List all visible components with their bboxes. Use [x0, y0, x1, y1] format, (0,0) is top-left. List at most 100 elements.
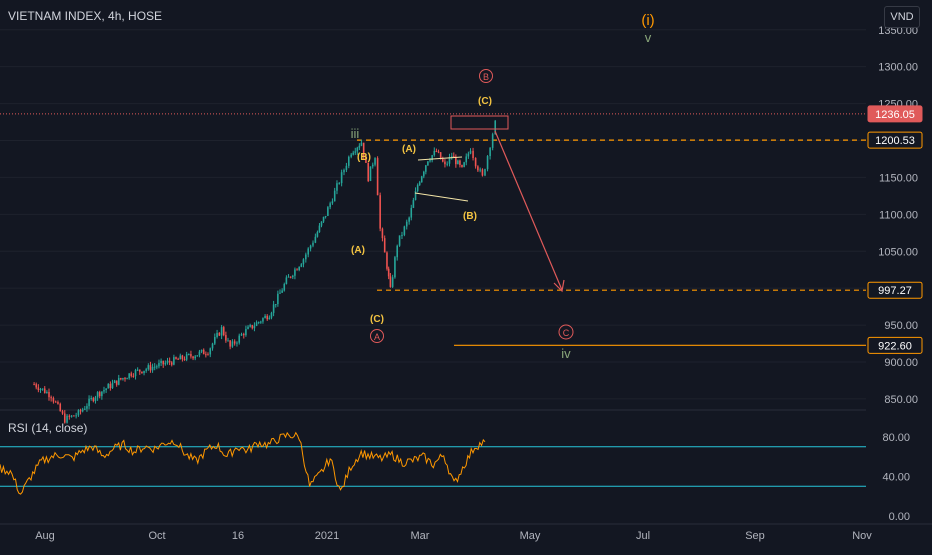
candle-body	[126, 378, 128, 380]
price-tag	[867, 281, 923, 299]
price-tick-label: 950.00	[884, 320, 918, 332]
candle-body	[229, 340, 231, 347]
candle-body	[264, 315, 266, 319]
candle-body	[138, 369, 141, 372]
wave-drawings	[414, 115, 565, 293]
projection-arrow[interactable]	[494, 130, 563, 291]
candle-body	[486, 156, 489, 170]
candle-body	[320, 221, 323, 226]
candle-body	[86, 406, 88, 409]
candle-body	[491, 134, 494, 148]
candle-body	[179, 355, 182, 360]
candle-body	[231, 341, 234, 347]
candle-body	[316, 232, 319, 237]
price-tags: 1236.05 1200.53 997.27 922.60	[867, 105, 923, 354]
candle-body	[386, 252, 388, 269]
candle-body	[457, 160, 459, 165]
candle-body	[213, 337, 216, 344]
price-axis[interactable]	[866, 0, 932, 550]
candle-body	[245, 329, 247, 336]
candle-body	[494, 120, 497, 135]
candle-body	[37, 387, 40, 391]
price-tag-label: 997.27	[878, 285, 912, 297]
candle-body	[257, 321, 260, 323]
candle-body	[356, 147, 359, 152]
candle-body	[427, 161, 429, 166]
candle-body	[190, 354, 192, 357]
candle-body	[90, 398, 93, 400]
candle-body	[414, 190, 417, 201]
candle-body	[291, 275, 294, 278]
candle-body	[394, 257, 396, 278]
candle-body	[168, 360, 171, 363]
candle-body	[249, 324, 251, 327]
rsi-indicator-label[interactable]: RSI (14, close)	[8, 421, 88, 435]
candle-body	[96, 392, 99, 398]
candle-body	[136, 369, 139, 371]
candle-body	[192, 356, 194, 359]
triangle-upper-line[interactable]	[417, 156, 463, 161]
circle-a-marker	[370, 329, 384, 343]
price-tag	[867, 131, 923, 149]
candle-body	[410, 207, 413, 218]
candle-body	[429, 160, 431, 162]
candle-body	[162, 360, 165, 365]
candle-body	[216, 332, 218, 338]
candle-body	[61, 411, 64, 414]
time-tick-label: 2021	[315, 530, 339, 542]
candle-body	[294, 269, 296, 276]
triangle-lower-line[interactable]	[414, 192, 469, 202]
candle-body	[205, 354, 207, 356]
candle-body	[307, 248, 310, 255]
target-box[interactable]	[450, 115, 509, 130]
candle-body	[360, 142, 363, 146]
candle-body	[387, 268, 390, 277]
candle-body	[247, 326, 249, 330]
candle-body	[94, 397, 97, 402]
candle-body	[166, 360, 169, 363]
candle-body	[309, 245, 312, 249]
candle-body	[236, 342, 238, 344]
candle-body	[185, 354, 188, 360]
candle-body	[92, 398, 95, 402]
candle-body	[73, 415, 75, 417]
candle-body	[401, 234, 403, 236]
candle-body	[173, 357, 175, 365]
candle-body	[115, 380, 118, 385]
candle-body	[369, 166, 372, 181]
candle-body	[160, 360, 162, 363]
label-b-left: (B)	[357, 152, 371, 163]
circle-c-marker	[558, 324, 574, 340]
candle-body	[88, 398, 90, 407]
currency-button[interactable]: VND	[884, 6, 920, 28]
circle-b-label: B	[483, 72, 489, 82]
candle-body	[314, 236, 317, 243]
candle-body	[79, 410, 82, 412]
price-tag-label: 922.60	[878, 340, 912, 352]
candle-body	[57, 402, 59, 404]
candle-body	[302, 259, 305, 265]
candle-body	[459, 160, 461, 165]
candle-body	[147, 365, 150, 370]
candle-body	[352, 152, 355, 155]
time-axis-ticks: Aug Oct 16 2021 Mar May Jul Sep Nov	[35, 530, 872, 542]
rsi-line	[0, 431, 486, 495]
candle-body	[266, 315, 269, 320]
time-tick-label: Sep	[745, 530, 765, 542]
candle-body	[481, 169, 484, 176]
candle-body	[331, 201, 334, 204]
rsi-tick-label: 80.00	[882, 432, 910, 444]
candle-body	[287, 276, 290, 278]
candle-body	[358, 145, 361, 148]
rsi-pane[interactable]	[0, 431, 866, 495]
candle-body	[405, 221, 408, 227]
candle-body	[272, 304, 275, 313]
candle-body	[181, 355, 184, 360]
candle-body	[200, 349, 203, 352]
candle-body	[329, 203, 331, 208]
candle-body	[391, 277, 394, 287]
candle-body	[298, 266, 300, 270]
candle-body	[403, 226, 406, 235]
